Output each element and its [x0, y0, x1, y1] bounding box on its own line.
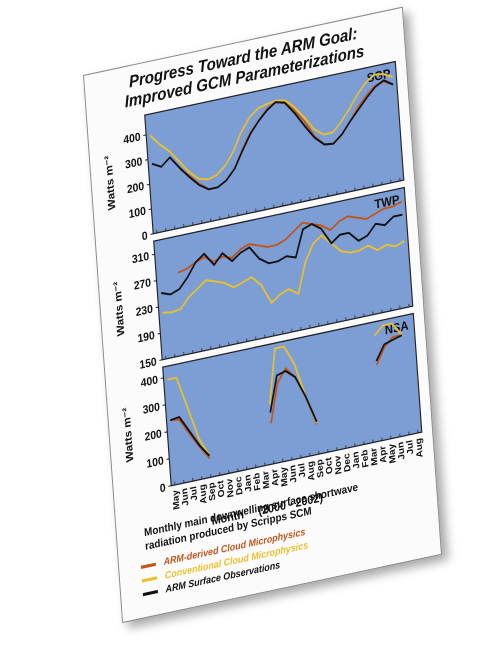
ytick-label-twp: 310 — [132, 250, 150, 266]
ytick-sgp — [145, 159, 148, 161]
y-axis-label-nsa: Watts m⁻² — [121, 406, 136, 463]
month-label: Dec — [234, 475, 246, 496]
ytick-sgp — [150, 233, 154, 235]
month-label: Jan — [243, 473, 254, 493]
ytick-label-nsa: 200 — [144, 428, 162, 444]
month-label: Jun — [396, 441, 408, 461]
ytick-label-twp: 190 — [137, 329, 155, 345]
series-line-sgp-arm-surface-observations — [151, 79, 394, 191]
ytick-label-sgp: 0 — [141, 230, 148, 244]
ytick-label-twp: 150 — [139, 356, 157, 372]
ytick-label-nsa: 300 — [142, 401, 160, 417]
ytick-label-sgp: 100 — [128, 205, 146, 221]
legend-swatch-arm-derived — [140, 562, 157, 569]
month-label: Apr — [378, 444, 389, 464]
series-line-twp-arm-derived-cloud-microphysics — [177, 200, 402, 274]
ytick-twp — [157, 332, 161, 335]
ytick-sgp — [146, 183, 150, 186]
month-label: Jul — [297, 462, 308, 479]
month-label: May — [171, 488, 183, 510]
ytick-twp — [151, 253, 155, 256]
panel-sgp — [144, 60, 405, 235]
month-label: Oct — [216, 479, 227, 499]
ytick-label-nsa: 400 — [140, 374, 158, 390]
month-label: Nov — [333, 454, 345, 476]
month-label: Jul — [405, 439, 416, 456]
ytick-nsa — [164, 431, 168, 433]
month-label: Feb — [360, 448, 372, 468]
ytick-nsa — [166, 458, 170, 460]
month-label: Sep — [315, 458, 327, 479]
month-label: Aug — [306, 460, 318, 482]
ytick-sgp — [143, 134, 147, 137]
ytick-sgp — [148, 208, 152, 211]
month-label: Apr — [270, 468, 281, 488]
series-line-twp-arm-surface-observations — [161, 213, 403, 296]
y-axis-label-twp: Watts m⁻² — [112, 280, 127, 337]
series-line-twp-conventional-cloud-microphysics — [162, 234, 405, 314]
month-label: Jun — [180, 487, 192, 507]
ytick-label-sgp: 300 — [125, 156, 143, 172]
month-label: Oct — [324, 455, 335, 475]
ytick-label-sgp: 200 — [127, 180, 145, 196]
month-label: May — [387, 442, 399, 464]
month-label: Jun — [288, 464, 300, 484]
month-label: Dec — [342, 452, 354, 473]
ytick-nsa — [162, 404, 166, 406]
ytick-twp — [153, 280, 157, 282]
ytick-nsa — [168, 485, 172, 487]
poster-sheet: Progress Toward the ARM Goal: Improved G… — [83, 6, 442, 624]
legend-swatch-conventional — [141, 576, 157, 583]
ytick-twp — [159, 359, 163, 361]
ytick-twp — [155, 306, 159, 309]
ytick-nsa — [160, 377, 164, 380]
series-line-nsa-arm-surface-observations — [170, 334, 403, 457]
month-label: Feb — [252, 472, 264, 492]
month-label: May — [279, 465, 291, 487]
month-label: Aug — [414, 437, 426, 459]
ytick-label-twp: 270 — [133, 277, 151, 293]
ytick-label-sgp: 400 — [123, 131, 141, 147]
month-label: Nov — [225, 477, 237, 499]
ytick-label-nsa: 100 — [146, 455, 164, 471]
y-axis-label-sgp: Watts m⁻² — [103, 154, 118, 211]
month-label: Aug — [198, 483, 210, 505]
ytick-label-nsa: 0 — [159, 482, 166, 496]
series-line-sgp-conventional-cloud-microphysics — [149, 73, 393, 181]
month-label: Mar — [261, 469, 273, 489]
panel-twp — [153, 186, 414, 361]
month-label: Jul — [189, 485, 200, 502]
month-label: Mar — [369, 446, 381, 466]
legend-swatch-observations — [142, 589, 158, 597]
month-label: Jan — [351, 450, 362, 470]
month-label: Sep — [207, 481, 219, 502]
ytick-label-twp: 230 — [135, 303, 153, 319]
panel-nsa — [162, 312, 423, 487]
